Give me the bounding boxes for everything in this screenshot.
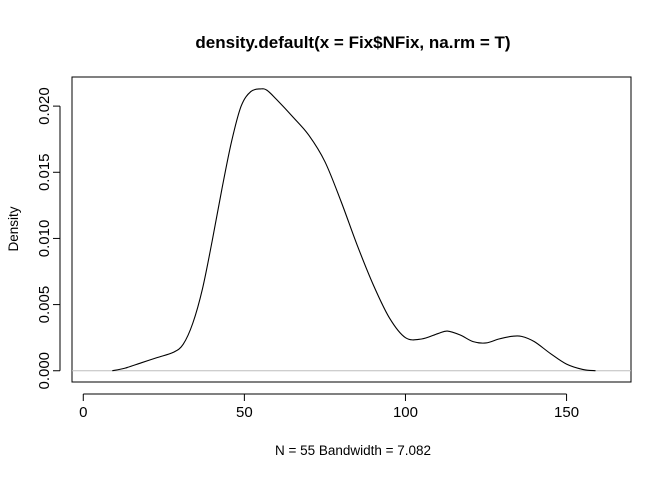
x-tick-label: 150: [554, 404, 579, 421]
y-tick-label: 0.015: [36, 153, 53, 191]
density-line: [112, 88, 596, 372]
chart-title: density.default(x = Fix$NFix, na.rm = T): [195, 33, 510, 52]
y-tick-label: 0.005: [36, 286, 53, 324]
x-tick-label: 50: [236, 404, 253, 421]
x-axis: 0 50 100 150: [79, 393, 579, 421]
plot-box: [71, 76, 632, 383]
y-axis-title: Density: [6, 206, 21, 251]
y-axis: 0.000 0.005 0.010 0.015 0.020: [36, 87, 61, 390]
y-tick-label: 0.010: [36, 220, 53, 258]
x-tick-label: 0: [79, 404, 87, 421]
y-tick-label: 0.000: [36, 352, 53, 390]
y-tick-label: 0.020: [36, 87, 53, 125]
x-axis-title: N = 55 Bandwidth = 7.082: [275, 443, 431, 458]
x-tick-label: 100: [393, 404, 418, 421]
